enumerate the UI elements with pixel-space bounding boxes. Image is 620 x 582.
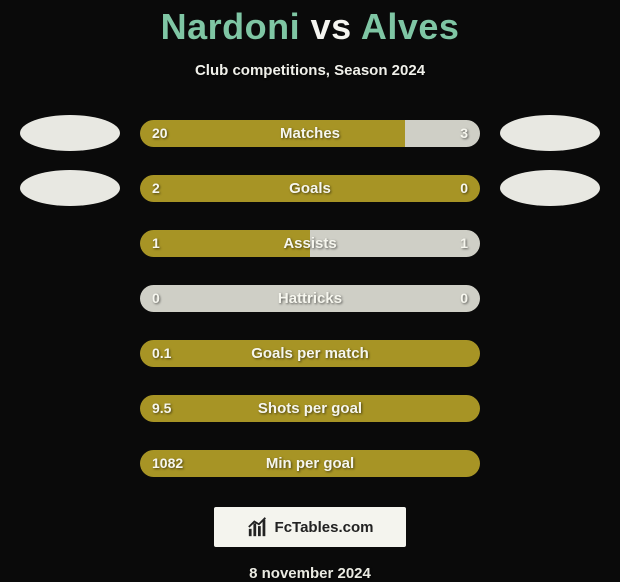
stat-bar: 11Assists — [140, 230, 480, 257]
stat-bar: 9.5Shots per goal — [140, 395, 480, 422]
player1-name: Nardoni — [161, 6, 301, 47]
stat-row: 9.5Shots per goal — [0, 390, 620, 426]
stat-label: Hattricks — [140, 285, 480, 312]
stat-bar: 203Matches — [140, 120, 480, 147]
stat-bar: 0.1Goals per match — [140, 340, 480, 367]
stat-label: Goals per match — [140, 340, 480, 367]
stat-row: 20Goals — [0, 170, 620, 206]
stat-label: Shots per goal — [140, 395, 480, 422]
stat-row: 00Hattricks — [0, 280, 620, 316]
stat-label: Matches — [140, 120, 480, 147]
stat-row: 203Matches — [0, 115, 620, 151]
player2-name: Alves — [361, 6, 460, 47]
team-badge-left — [20, 115, 120, 151]
stat-label: Goals — [140, 175, 480, 202]
stat-bar: 00Hattricks — [140, 285, 480, 312]
stat-rows: 203Matches 20Goals 11Assists 00Hattricks 0.1… — [0, 115, 620, 481]
stat-bar: 20Goals — [140, 175, 480, 202]
stat-row: 1082Min per goal — [0, 445, 620, 481]
subtitle: Club competitions, Season 2024 — [0, 62, 620, 79]
vs-text: vs — [311, 6, 352, 47]
team-badge-right — [500, 115, 600, 151]
stat-row: 0.1Goals per match — [0, 335, 620, 371]
stat-bar: 1082Min per goal — [140, 450, 480, 477]
team-badge-right — [500, 170, 600, 206]
stat-label: Min per goal — [140, 450, 480, 477]
chart-icon — [247, 516, 269, 538]
comparison-title: Nardoni vs Alves — [0, 0, 620, 48]
stat-label: Assists — [140, 230, 480, 257]
branding-text: FcTables.com — [275, 519, 374, 536]
team-badge-left — [20, 170, 120, 206]
stat-row: 11Assists — [0, 225, 620, 261]
date-text: 8 november 2024 — [0, 565, 620, 582]
branding-logo: FcTables.com — [214, 507, 406, 547]
